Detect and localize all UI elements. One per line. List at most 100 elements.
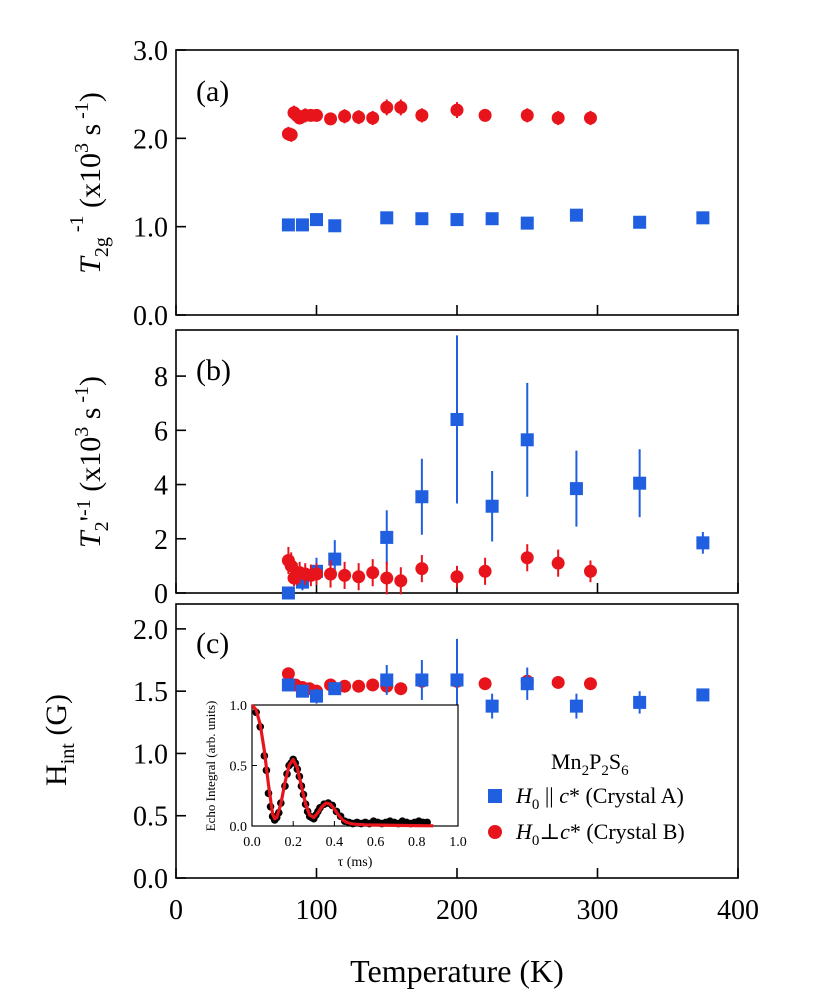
data-point-crystal-b (324, 112, 338, 126)
legend-marker-crystal-b (488, 825, 502, 839)
panel-c-marks (281, 638, 710, 722)
data-point-crystal-a (569, 482, 583, 496)
data-point-crystal-b (583, 111, 597, 125)
y-tick-label: 0.0 (133, 864, 168, 895)
legend-label-crystal-a: H0 || c* (Crystal A) (515, 783, 684, 813)
panel-c-y-axis-label: Hint (G) (40, 694, 79, 786)
data-point-crystal-a (450, 412, 464, 426)
inset-fit-curve (250, 703, 434, 828)
data-point-crystal-a (485, 699, 499, 713)
inset-x-tick-label: 0.6 (367, 835, 385, 850)
data-point-crystal-b (551, 111, 565, 125)
data-point-crystal-a (310, 213, 323, 227)
data-point-crystal-b (450, 103, 464, 117)
inset-y-tick-label: 0.0 (230, 820, 248, 835)
data-point-crystal-b (352, 679, 366, 693)
y-tick-label: 1.0 (133, 213, 168, 244)
data-point-crystal-b (366, 566, 380, 580)
panel-a-y-axis-label: T2g -1 (x103 s -1) (66, 92, 113, 274)
inset-y-tick-label: 1.0 (230, 699, 248, 714)
inset: 0.0 0.2 0.4 0.6 0.8 1.0 0.0 0.5 1.0 Echo Integra… (203, 699, 467, 870)
data-point-crystal-b (310, 108, 323, 122)
data-point-crystal-b (394, 100, 408, 114)
x-axis-label: Temperature (K) (350, 953, 564, 989)
data-point-crystal-b (551, 675, 565, 689)
y-tick-label: 2.0 (133, 124, 168, 155)
panel-a-letter: (a) (196, 75, 229, 108)
panel-a-marks (281, 99, 710, 233)
data-point-crystal-b (478, 564, 492, 578)
data-point-crystal-a (281, 678, 295, 692)
data-point-crystal-a (520, 677, 534, 691)
data-point-crystal-a (633, 695, 647, 709)
y-tick-label: 3.0 (133, 36, 168, 67)
inset-x-tick-label: 0.4 (326, 835, 344, 850)
panel-c: 0.0 0.5 1.0 1.5 2.0 0 100 200 300 400 (c) Hint (G… (40, 603, 759, 926)
data-point-crystal-b (583, 677, 597, 691)
y-tick-label: 2.0 (133, 615, 168, 646)
data-point-crystal-b (478, 677, 492, 691)
panel-b-y-axis-label: T2'-1 (x103 s -1) (71, 376, 113, 548)
inset-frame (251, 704, 459, 827)
y-tick-label: 0.0 (133, 301, 168, 332)
data-point-crystal-a (328, 219, 342, 233)
data-point-crystal-a (281, 586, 295, 600)
panel-b: 0 2 4 6 8 (b) T2'-1 (x103 s -1) (71, 329, 739, 610)
data-point-crystal-a (328, 682, 342, 696)
y-tick-label: 0.5 (133, 802, 168, 833)
panel-c-letter: (c) (196, 627, 229, 660)
data-point-crystal-a (415, 212, 429, 226)
inset-ticks: 0.0 0.2 0.4 0.6 0.8 1.0 0.0 0.5 1.0 (230, 699, 467, 850)
data-point-crystal-b (284, 128, 298, 142)
data-point-crystal-b (520, 108, 534, 122)
data-point-crystal-a (696, 536, 710, 550)
legend-label-crystal-b: H0⊥c* (Crystal B) (515, 819, 685, 849)
inset-marks (250, 703, 434, 828)
panel-b-letter: (b) (196, 354, 231, 387)
data-point-crystal-b (394, 682, 408, 696)
inset-x-axis-label: τ (ms) (338, 855, 373, 870)
data-point-crystal-b (352, 110, 366, 124)
data-point-crystal-a (281, 218, 295, 232)
data-point-crystal-b (310, 567, 323, 581)
x-tick-label: 200 (436, 895, 478, 926)
y-tick-label: 1.0 (133, 739, 168, 770)
panel-b-marks (281, 335, 710, 600)
data-point-crystal-b (520, 551, 534, 565)
data-point-crystal-b (338, 679, 352, 693)
inset-y-tick-label: 0.5 (230, 760, 248, 775)
data-point-crystal-a (696, 211, 710, 225)
data-point-crystal-a (415, 490, 429, 504)
data-point-crystal-b (478, 108, 492, 122)
y-tick-label: 0 (154, 579, 168, 610)
data-point-crystal-a (520, 433, 534, 447)
data-point-crystal-b (415, 108, 429, 122)
data-point-crystal-b (415, 562, 429, 576)
x-tick-label: 400 (717, 895, 759, 926)
y-tick-label: 4 (154, 471, 168, 502)
data-point-crystal-b (366, 678, 380, 692)
y-tick-label: 1.5 (133, 677, 168, 708)
data-point-crystal-b (338, 109, 352, 123)
data-point-crystal-a (310, 689, 323, 703)
data-point-crystal-a (633, 476, 647, 490)
data-point-crystal-a (485, 212, 499, 226)
legend: Mn2P2S6 H0 || c* (Crystal A) H0⊥c* (Crys… (488, 749, 685, 849)
data-point-crystal-a (380, 673, 394, 687)
data-point-crystal-b (394, 574, 408, 588)
inset-x-tick-label: 1.0 (449, 835, 467, 850)
inset-x-tick-label: 0.0 (243, 835, 261, 850)
data-point-crystal-a (696, 688, 710, 702)
data-point-crystal-b (281, 667, 295, 681)
data-point-crystal-b (450, 570, 464, 584)
y-tick-label: 8 (154, 362, 168, 393)
y-tick-label: 2 (154, 525, 168, 556)
data-point-crystal-b (551, 556, 565, 570)
data-point-crystal-a (380, 530, 394, 544)
data-point-crystal-a (569, 208, 583, 222)
legend-title: Mn2P2S6 (551, 749, 629, 779)
y-tick-label: 6 (154, 416, 168, 447)
panel-a: 0.0 1.0 2.0 3.0 (a) T2g -1 (x103 s -1) (66, 36, 739, 332)
legend-marker-crystal-a (488, 789, 502, 803)
data-point-crystal-a (295, 218, 309, 232)
